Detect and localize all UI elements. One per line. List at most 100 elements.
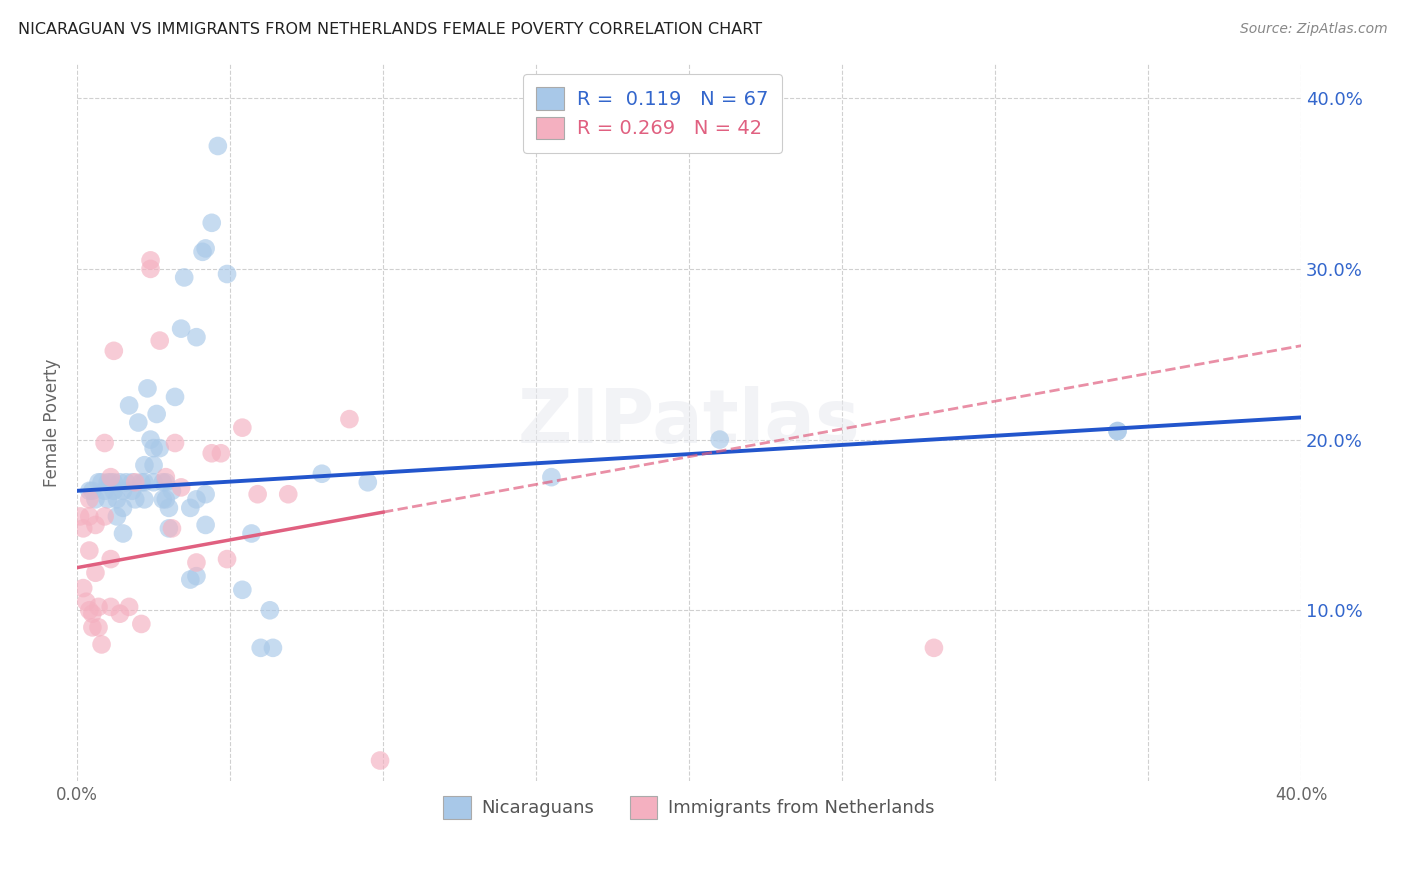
Point [84,566,107,580]
Point [157,500,180,515]
Point [163,390,186,404]
Point [100,470,122,484]
Point [194,518,217,533]
Point [201,216,224,230]
Point [136,381,159,395]
Point [157,521,180,535]
Point [1107,424,1129,438]
Legend: Nicaraguans, Immigrants from Netherlands: Nicaraguans, Immigrants from Netherlands [436,789,942,826]
Point [142,475,165,490]
Point [179,500,201,515]
Text: NICARAGUAN VS IMMIGRANTS FROM NETHERLANDS FEMALE POVERTY CORRELATION CHART: NICARAGUAN VS IMMIGRANTS FROM NETHERLAND… [18,22,762,37]
Point [118,599,141,614]
Point [127,416,149,430]
Point [93,509,115,524]
Point [142,441,165,455]
Point [111,483,134,498]
Point [186,330,208,344]
Point [173,270,195,285]
Point [111,500,134,515]
Point [209,446,232,460]
Point [124,492,146,507]
Point [368,754,391,768]
Point [540,470,562,484]
Point [131,475,153,490]
Point [163,436,186,450]
Point [108,475,131,490]
Point [311,467,333,481]
Point [105,492,128,507]
Point [131,616,153,631]
Point [100,475,122,490]
Point [103,343,125,358]
Point [93,483,115,498]
Point [246,487,269,501]
Point [121,483,143,498]
Point [97,492,120,507]
Point [1107,424,1129,438]
Point [207,139,229,153]
Point [186,492,208,507]
Point [124,475,146,490]
Y-axis label: Female Poverty: Female Poverty [44,359,60,487]
Point [201,446,224,460]
Point [155,475,177,490]
Point [139,253,162,268]
Point [87,599,110,614]
Point [72,521,94,535]
Point [249,640,271,655]
Point [139,261,162,276]
Point [145,407,167,421]
Point [139,433,162,447]
Point [82,483,104,498]
Point [179,573,201,587]
Point [82,607,104,621]
Point [149,441,172,455]
Point [97,475,120,490]
Point [262,640,284,655]
Point [152,492,174,507]
Point [149,334,172,348]
Point [240,526,263,541]
Point [339,412,361,426]
Point [259,603,281,617]
Point [142,458,165,473]
Point [87,475,110,490]
Point [72,581,94,595]
Point [160,521,183,535]
Point [105,509,128,524]
Point [82,620,104,634]
Point [90,475,112,490]
Point [121,475,143,490]
Point [118,399,141,413]
Point [186,556,208,570]
Point [87,620,110,634]
Point [277,487,299,501]
Point [160,483,183,498]
Point [111,526,134,541]
Point [191,244,214,259]
Point [194,487,217,501]
Point [922,640,945,655]
Text: Source: ZipAtlas.com: Source: ZipAtlas.com [1240,22,1388,37]
Point [186,569,208,583]
Point [103,475,125,490]
Point [134,458,156,473]
Point [170,480,193,494]
Point [231,420,253,434]
Point [93,436,115,450]
Point [84,492,107,507]
Point [79,483,101,498]
Point [75,595,97,609]
Point [215,552,238,566]
Point [134,492,156,507]
Point [79,492,101,507]
Point [79,543,101,558]
Point [100,599,122,614]
Point [155,470,177,484]
Point [155,492,177,507]
Point [100,552,122,566]
Point [90,637,112,651]
Point [79,603,101,617]
Point [69,509,91,524]
